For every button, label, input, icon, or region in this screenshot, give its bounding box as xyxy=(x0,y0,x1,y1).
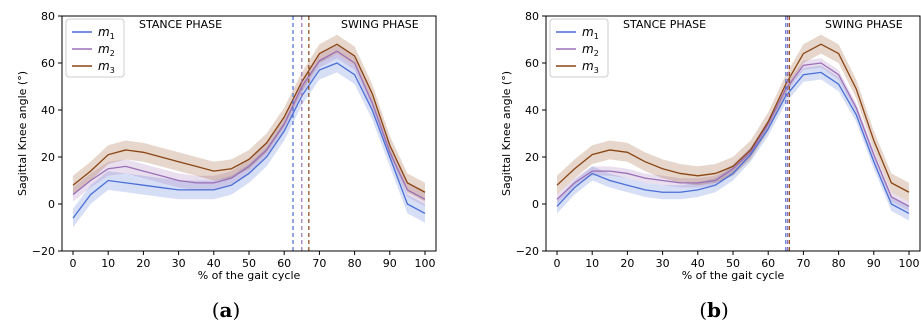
x-tick-label: 30 xyxy=(172,257,186,270)
x-tick-label: 60 xyxy=(277,257,291,270)
x-tick-label: 0 xyxy=(70,257,77,270)
x-tick-label: 50 xyxy=(242,257,256,270)
x-tick-label: 60 xyxy=(761,257,775,270)
x-tick-label: 30 xyxy=(656,257,670,270)
legend-box xyxy=(549,18,609,78)
x-tick-label: 20 xyxy=(620,257,634,270)
x-tick-label: 90 xyxy=(867,257,881,270)
y-tick-label: −20 xyxy=(32,245,55,258)
x-tick-label: 80 xyxy=(832,257,846,270)
y-tick-label: 60 xyxy=(525,57,539,70)
swing-phase-label: SWING PHASE xyxy=(341,18,419,31)
x-tick-label: 100 xyxy=(899,257,920,270)
y-tick-label: 0 xyxy=(532,198,539,211)
band-m3 xyxy=(557,34,909,202)
y-tick-label: 60 xyxy=(41,57,55,70)
y-tick-label: 0 xyxy=(48,198,55,211)
y-tick-label: 40 xyxy=(525,104,539,117)
y-tick-label: 80 xyxy=(525,10,539,23)
band-m1 xyxy=(73,53,425,228)
line-m3 xyxy=(72,43,426,193)
x-tick-label: 20 xyxy=(136,257,150,270)
knee-angle-chart-b: −20 0 20 40 60 80 0 10 20 30 40 50 60 70 80 90 100 % of t… xyxy=(500,10,921,282)
line-m1 xyxy=(72,62,426,219)
x-tick-label: 70 xyxy=(796,257,810,270)
line-m2 xyxy=(72,50,426,200)
y-tick-label: 20 xyxy=(41,151,55,164)
x-tick-label: 10 xyxy=(101,257,115,270)
y-axis-label: Sagittal Knee angle (°) xyxy=(500,71,513,196)
stance-phase-label: STANCE PHASE xyxy=(139,18,222,31)
line-m2 xyxy=(556,62,910,207)
x-tick-label: 100 xyxy=(415,257,436,270)
stance-phase-label: STANCE PHASE xyxy=(623,18,706,31)
panel-caption-b: (b) xyxy=(699,298,729,322)
y-tick-label: 40 xyxy=(41,104,55,117)
line-m1 xyxy=(556,71,910,214)
x-tick-label: 10 xyxy=(585,257,599,270)
y-tick-label: 80 xyxy=(41,10,55,23)
y-axis-label: Sagittal Knee angle (°) xyxy=(16,71,29,196)
swing-phase-label: SWING PHASE xyxy=(825,18,903,31)
panel-caption-a: (a) xyxy=(211,298,241,322)
x-axis-label: % of the gait cycle xyxy=(198,269,301,282)
band-m3 xyxy=(73,34,425,202)
line-m3 xyxy=(556,43,910,193)
x-tick-label: 80 xyxy=(348,257,362,270)
x-tick-label: 90 xyxy=(383,257,397,270)
x-axis-label: % of the gait cycle xyxy=(682,269,785,282)
x-tick-label: 70 xyxy=(312,257,326,270)
x-tick-label: 40 xyxy=(207,257,221,270)
x-tick-label: 0 xyxy=(554,257,561,270)
knee-angle-chart-a: −20 0 20 40 60 80 0 10 20 30 40 50 60 70 80 90 100 % of t… xyxy=(16,10,437,282)
y-tick-label: 20 xyxy=(525,151,539,164)
y-tick-label: −20 xyxy=(516,245,539,258)
legend-box xyxy=(65,18,125,78)
x-tick-label: 40 xyxy=(691,257,705,270)
x-tick-label: 50 xyxy=(726,257,740,270)
